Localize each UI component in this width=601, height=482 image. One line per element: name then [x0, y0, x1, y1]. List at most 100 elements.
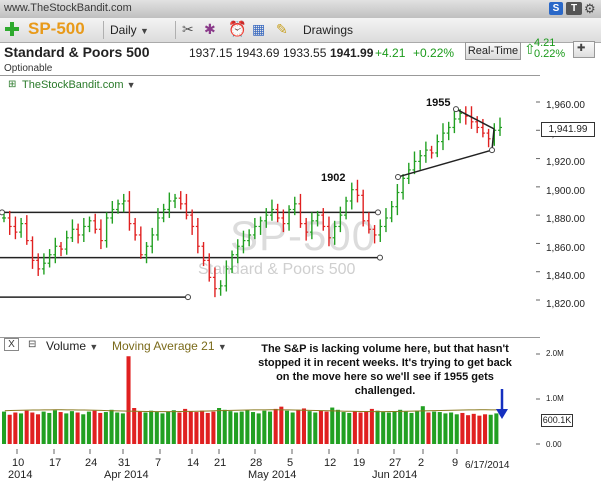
chevron-down-icon: ▼ [140, 26, 149, 36]
x-axis-month-label: 2014 [8, 469, 33, 481]
volume-bar [239, 411, 244, 444]
volume-bar [273, 408, 278, 444]
moving-average-line [4, 409, 498, 413]
volume-bar [92, 410, 97, 444]
price-chart[interactable]: 1955 1902 [0, 75, 540, 331]
drawings-button[interactable]: Drawings [303, 23, 354, 37]
volume-bar [494, 413, 499, 444]
indicators-icon[interactable]: ✱ [204, 21, 216, 37]
open-value: 1937.15 [189, 46, 233, 60]
low-value: 1933.55 [283, 46, 327, 60]
volume-bar [483, 414, 488, 444]
change-pct-value: +0.22% [413, 46, 455, 60]
volume-bar [41, 411, 46, 444]
last-value: 1941.99 [330, 46, 374, 60]
expand-icon: ✚ [577, 43, 586, 54]
line-handle[interactable] [395, 173, 401, 180]
x-axis-day-label: 19 [353, 457, 366, 469]
symbol-field[interactable]: SP-500 [28, 19, 85, 38]
toolbar-separator [175, 21, 176, 39]
x-axis-day-label: 9 [452, 457, 459, 469]
volume-bar [69, 411, 74, 444]
volume-bar [217, 408, 222, 444]
volume-label[interactable]: Volume ▼ [46, 339, 99, 353]
volume-bar [103, 412, 108, 444]
volume-bar [471, 413, 476, 444]
volume-bar [166, 411, 171, 444]
volume-bar [200, 410, 205, 444]
x-axis-day-label: 28 [250, 457, 263, 469]
volume-bar [262, 410, 267, 444]
price-axis-label: 1,820.00 [546, 299, 585, 310]
add-symbol-icon[interactable] [4, 21, 20, 37]
volume-bar [109, 409, 114, 444]
table-icon[interactable]: ▦ [252, 21, 266, 37]
collapse-icon[interactable]: ⊟ [28, 339, 37, 350]
line-handle[interactable] [489, 147, 495, 154]
chart-site-label[interactable]: TheStockBandit.com ▼ [22, 79, 136, 91]
triangle-upper-line [455, 108, 495, 130]
expand-button[interactable]: ✚ [573, 41, 595, 58]
t-icon[interactable]: T [566, 2, 582, 15]
site-url: www.TheStockBandit.com [4, 2, 132, 14]
x-axis-day-label: 2 [418, 457, 425, 469]
side-change: 4.21 [534, 37, 556, 49]
price-axis-label: 1,920.00 [546, 157, 585, 168]
settings-icon[interactable]: ⚙ [584, 1, 596, 16]
volume-bar [267, 411, 273, 444]
collapse-icon[interactable]: ⊞ [8, 79, 17, 90]
volume-bar [341, 412, 346, 444]
chevron-down-icon: ▼ [126, 80, 136, 90]
price-axis-label: 1,880.00 [546, 214, 585, 225]
line-handle[interactable] [0, 209, 5, 216]
annotation-arrow-head [496, 409, 508, 419]
line-handle[interactable] [453, 106, 459, 113]
x-axis-month-label: Apr 2014 [104, 469, 149, 481]
volume-bar [347, 412, 352, 444]
volume-bar [194, 412, 199, 444]
line-handle[interactable] [185, 294, 191, 301]
quote-header: Standard & Poors 500 1937.15 1943.69 193… [0, 37, 601, 61]
volume-bar [330, 407, 335, 444]
realtime-button[interactable]: Real-Time [465, 42, 521, 60]
volume-chart[interactable] [0, 337, 540, 449]
alarm-clock-icon[interactable]: ⏰ [228, 21, 247, 38]
volume-bar [352, 411, 357, 444]
volume-bar [324, 411, 329, 444]
volume-bar [364, 411, 369, 444]
volume-bar [13, 412, 18, 444]
volume-bar [154, 412, 159, 444]
x-axis-ticks [16, 449, 458, 454]
volume-bar [222, 409, 227, 444]
line-handle[interactable] [377, 254, 383, 261]
line-handle[interactable] [375, 209, 381, 216]
price-axis-label: 1,860.00 [546, 243, 585, 254]
notes-icon[interactable]: ✎ [276, 21, 288, 37]
annotation-1902: 1902 [321, 172, 345, 184]
volume-bar [149, 410, 154, 444]
volume-bar [358, 412, 363, 444]
close-volume-button[interactable]: X [4, 338, 19, 351]
volume-bar [52, 410, 57, 444]
volume-bar [228, 411, 233, 444]
volume-bar [47, 412, 52, 444]
moving-average-label[interactable]: Moving Average 21 ▼ [112, 339, 227, 353]
volume-bar [460, 412, 465, 444]
volume-bar [335, 409, 340, 444]
volume-bar [426, 412, 431, 444]
volume-bar [58, 412, 63, 444]
x-axis-day-label: 17 [49, 457, 62, 469]
volume-bar [75, 412, 80, 444]
volume-panel [0, 337, 540, 450]
chevron-down-icon: ▼ [89, 342, 99, 352]
volume-bar [449, 412, 454, 444]
volume-bar [477, 415, 482, 444]
interval-dropdown[interactable]: Daily ▼ [110, 23, 149, 37]
volume-bar [211, 411, 216, 444]
volume-bar [171, 410, 176, 444]
tools-icon[interactable]: ✂ [182, 21, 194, 37]
s-icon[interactable]: S [549, 2, 563, 15]
x-axis-day-label: 31 [118, 457, 131, 469]
volume-bar [488, 414, 493, 444]
volume-bar [126, 356, 131, 444]
